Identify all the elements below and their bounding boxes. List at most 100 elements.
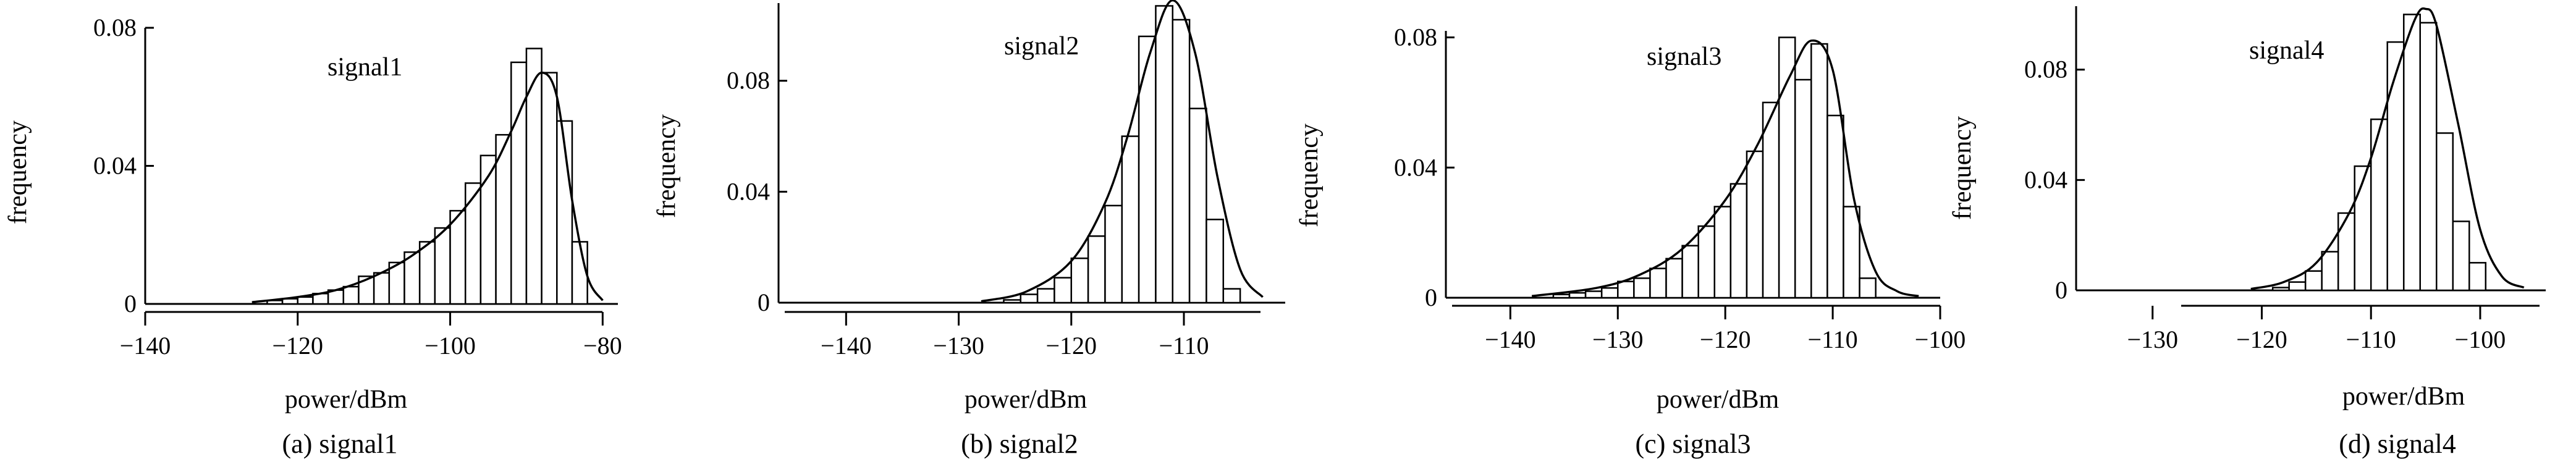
histogram-bar	[1121, 135, 1140, 304]
histogram-bar	[1020, 293, 1039, 304]
histogram-bar	[1810, 43, 1828, 299]
y-axis-label: frequency	[1295, 124, 1324, 227]
x-axis-label: power/dBm	[2342, 382, 2465, 411]
histogram-bar	[1036, 288, 1055, 304]
histogram-bar	[1681, 245, 1699, 299]
x-tick-label: −100	[424, 332, 476, 360]
chart-title: signal3	[1647, 43, 1721, 71]
x-tick-label: −100	[2455, 326, 2506, 353]
histogram-bar	[1746, 150, 1764, 299]
x-tick-label: −110	[2346, 326, 2396, 353]
histogram-bar	[1778, 36, 1796, 299]
y-tick-label: 0	[124, 290, 137, 318]
histogram-bar	[1617, 280, 1635, 299]
histogram-bar	[1843, 206, 1860, 299]
histogram-bar	[1552, 293, 1571, 299]
histogram-bar	[1649, 267, 1667, 299]
histogram-bar	[1665, 258, 1683, 299]
histogram-bar	[1568, 292, 1587, 299]
y-tick-label: 0	[758, 288, 770, 316]
histogram-bar	[2436, 132, 2454, 292]
x-tick-label: −130	[2127, 326, 2178, 353]
histogram-bar	[1155, 5, 1174, 304]
histogram-bar	[2337, 212, 2355, 292]
y-axis-label: frequency	[4, 120, 32, 224]
x-tick-label: −120	[1045, 332, 1097, 360]
x-tick-label: −120	[2236, 326, 2287, 353]
histogram-bar	[403, 251, 421, 305]
x-tick-label: −120	[1700, 326, 1751, 353]
histogram-bar	[2468, 262, 2487, 292]
x-tick-label: −140	[821, 332, 872, 360]
histogram-bar	[1762, 101, 1780, 299]
panel-caption: (a) signal1	[282, 429, 398, 459]
histogram-bar	[1070, 257, 1089, 304]
histogram-bar	[1206, 219, 1225, 304]
fit-curve	[251, 71, 604, 303]
x-tick-label: −110	[1159, 332, 1209, 360]
histogram-bar	[418, 241, 436, 305]
histogram-bar	[1138, 35, 1157, 304]
histogram-bar	[571, 241, 588, 305]
histogram-bar	[1003, 299, 1022, 304]
histogram-bar	[2288, 281, 2307, 292]
x-tick-label: −120	[272, 332, 323, 360]
y-tick-label: 0	[2055, 276, 2067, 304]
histogram-bar	[1600, 287, 1619, 299]
x-axis-label: power/dBm	[285, 385, 408, 414]
fit-curve	[981, 0, 1264, 303]
histogram-bar	[1188, 107, 1207, 304]
histogram-bar	[449, 209, 467, 305]
chart-panel-2: 0 0.04 0.08 −140 −130 −120 −110 signal2 frequenc…	[652, 0, 1285, 459]
histogram-bar	[1584, 290, 1603, 299]
chart-title: signal2	[1004, 32, 1079, 61]
histogram-bar	[495, 133, 512, 305]
x-tick-label: −140	[1485, 326, 1536, 353]
fit-curve	[1531, 39, 1919, 298]
histogram-bar	[464, 182, 482, 305]
x-tick-label: −80	[583, 332, 622, 360]
histogram-bar	[2321, 251, 2339, 292]
histogram-bar	[1087, 235, 1106, 304]
fit-curve	[2250, 7, 2525, 290]
y-axis-label: frequency	[1948, 116, 1977, 220]
chart-panel-1: 0 0.04 0.08 −140 −120 −100 −80 signal1 frequency…	[4, 14, 622, 459]
chart-title: signal1	[327, 53, 402, 82]
y-tick-label: 0.04	[93, 152, 137, 180]
histogram-bar	[2271, 287, 2290, 292]
histogram-bar	[1826, 114, 1844, 299]
y-tick-label: 0.04	[2024, 166, 2067, 193]
histogram-bar	[1172, 19, 1191, 304]
histogram-bar	[2452, 221, 2470, 292]
histogram-bar	[2304, 270, 2323, 292]
x-axis-label: power/dBm	[1657, 385, 1780, 414]
panel-caption: (c) signal3	[1636, 429, 1751, 459]
histogram-bar	[1222, 288, 1241, 304]
y-tick-label: 0.04	[1394, 153, 1437, 181]
histogram-bar	[2370, 118, 2388, 292]
y-tick-label: 0.08	[727, 67, 770, 95]
histogram-bar	[525, 48, 543, 305]
y-tick-label: 0.08	[2024, 56, 2067, 83]
histogram-bar	[373, 272, 391, 305]
histogram-bar	[2386, 41, 2405, 292]
chart-title: signal4	[2249, 36, 2324, 65]
y-tick-label: 0	[1425, 284, 1437, 311]
histogram-bar	[297, 296, 314, 305]
histogram-bar	[541, 72, 558, 305]
x-tick-label: −100	[1915, 326, 1966, 353]
histogram-bar	[388, 261, 405, 305]
histogram-bar	[1794, 78, 1812, 299]
panel-caption: (d) signal4	[2339, 429, 2456, 459]
histogram-bar	[1729, 183, 1748, 299]
y-tick-label: 0.08	[93, 14, 137, 41]
histogram-bar	[2354, 165, 2372, 292]
histogram-bar	[1104, 204, 1123, 304]
x-tick-label: −140	[120, 332, 171, 360]
histogram-bar	[434, 227, 451, 305]
x-axis-label: power/dBm	[965, 385, 1087, 414]
x-tick-label: −110	[1808, 326, 1858, 353]
chart-panel-4: 0 0.04 0.08 −130 −120 −110 −100 signal4 frequenc…	[1948, 6, 2546, 459]
y-tick-label: 0.08	[1394, 23, 1437, 51]
histogram-bar	[1633, 277, 1651, 299]
